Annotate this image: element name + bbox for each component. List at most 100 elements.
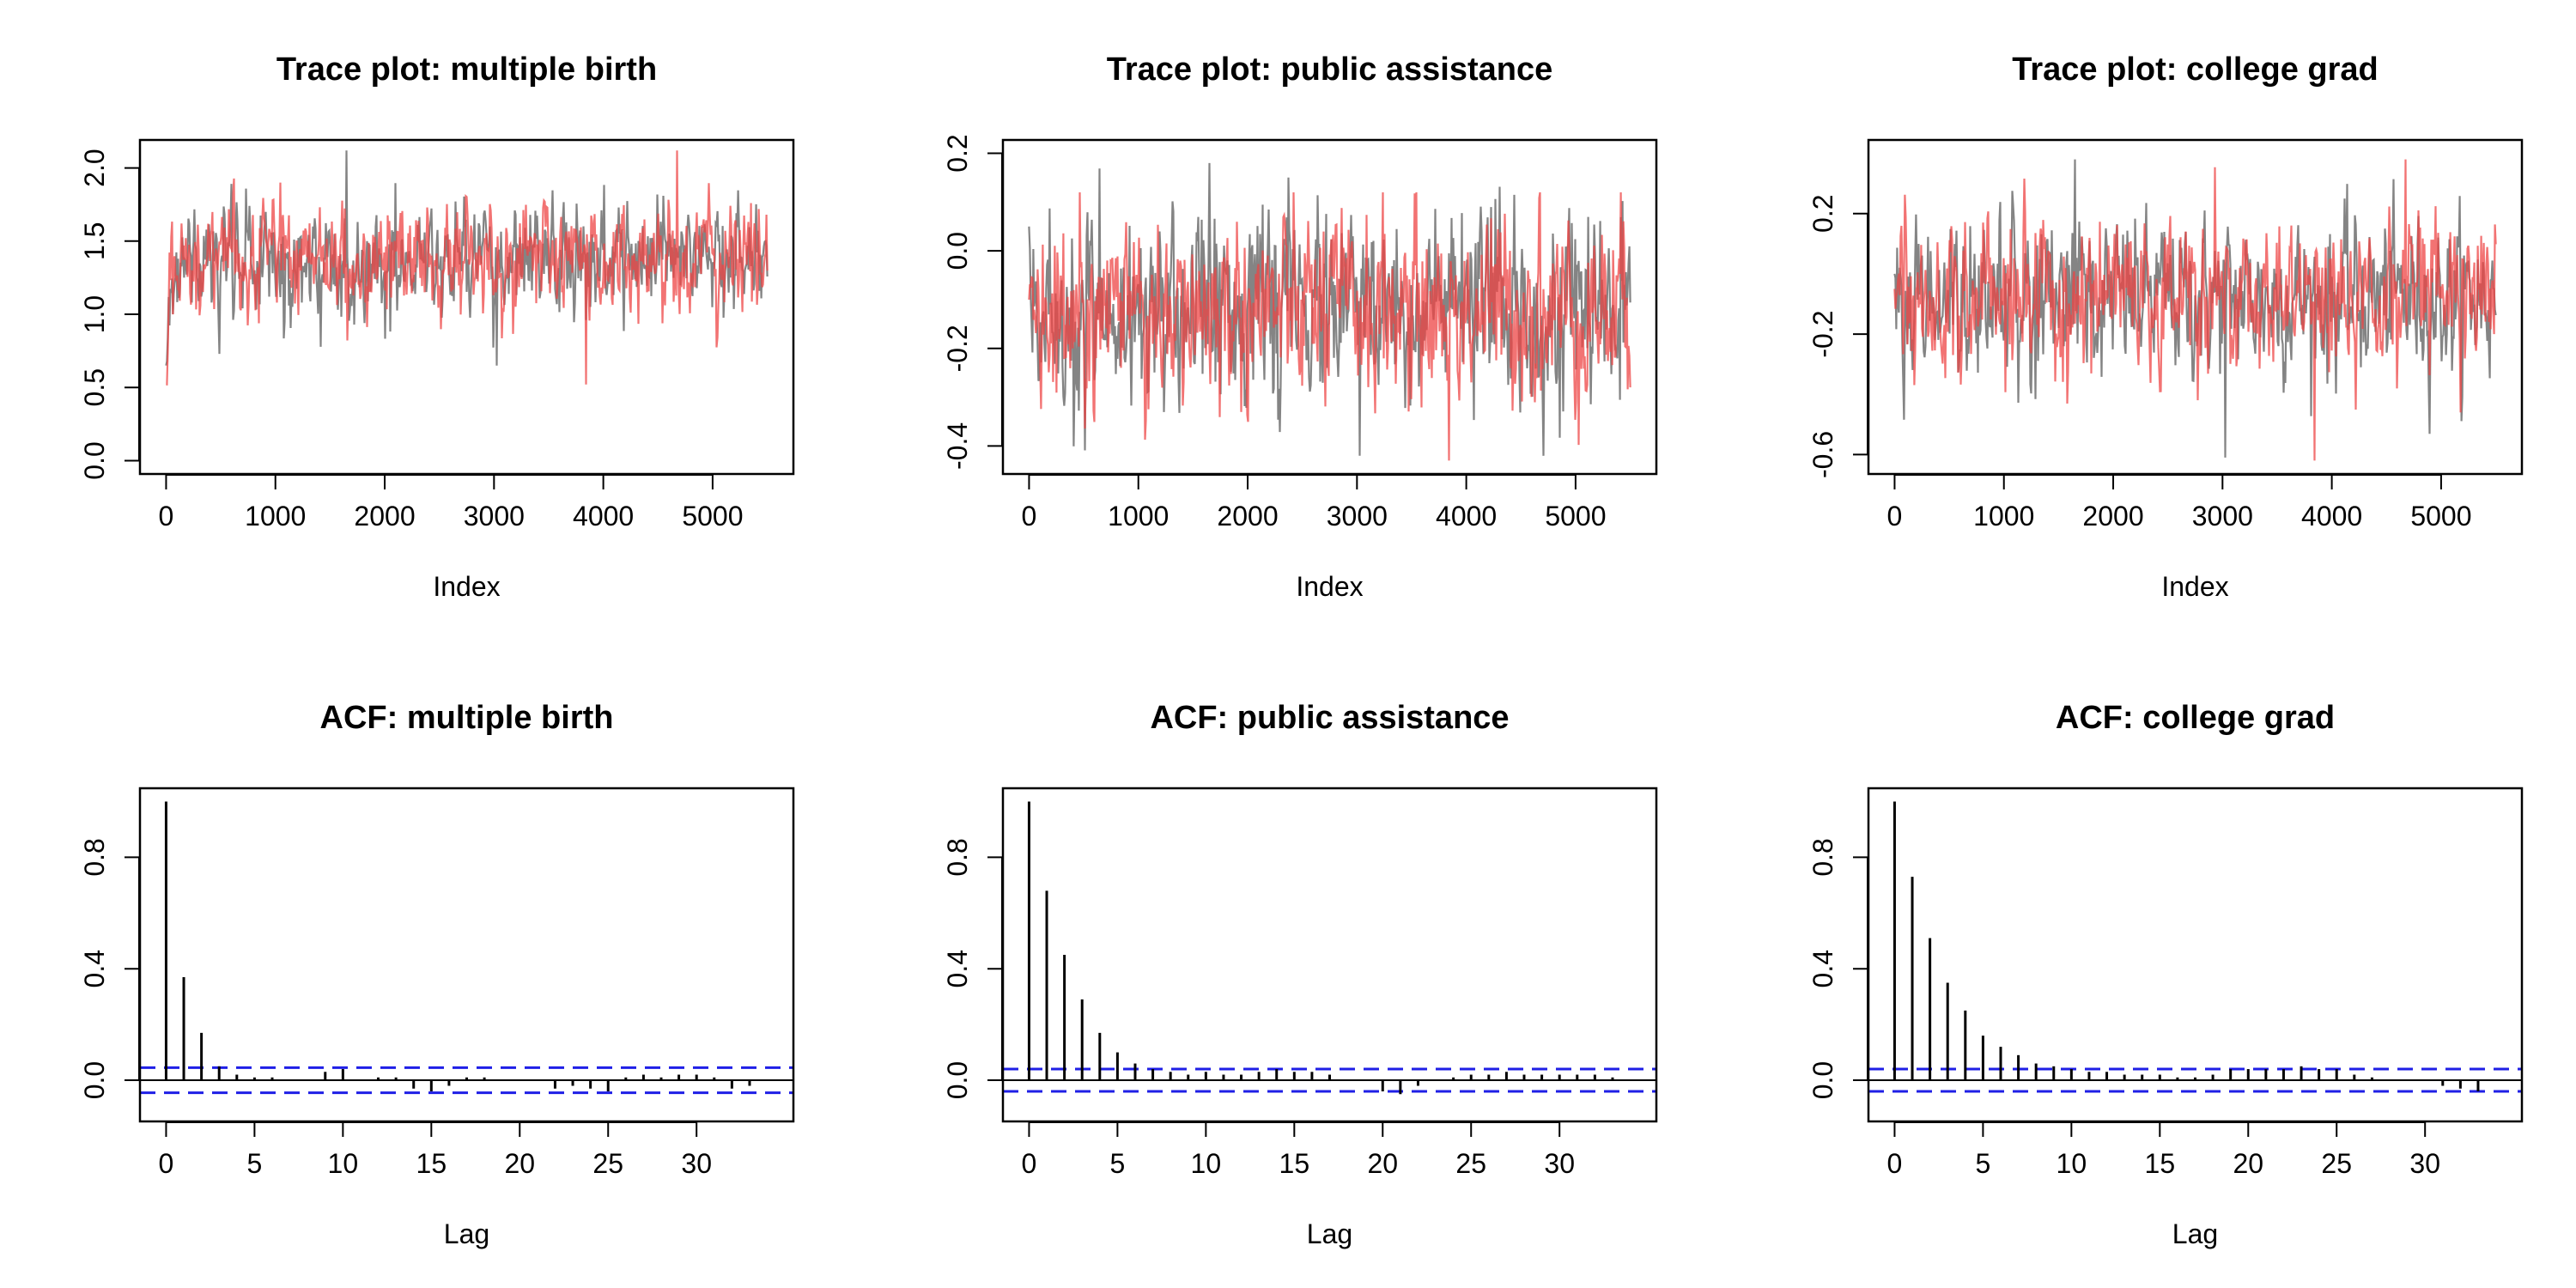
plot-frame xyxy=(138,787,795,1123)
x-tick-label: 20 xyxy=(504,1148,535,1179)
x-tick-label: 10 xyxy=(1191,1148,1222,1179)
x-tick-label: 0 xyxy=(159,501,174,532)
x-tick-label: 2000 xyxy=(354,501,415,532)
x-axis-label: Lag xyxy=(1307,1218,1352,1249)
y-tick-label: 0.4 xyxy=(1807,950,1838,987)
x-tick-label: 25 xyxy=(1455,1148,1486,1179)
panel-2: Trace plot: public assistance Index 0 1000 2… xyxy=(942,52,1658,602)
x-tick-label: 5000 xyxy=(2410,501,2471,532)
panel-title: ACF: multiple birth xyxy=(320,700,614,736)
plot-frame xyxy=(1867,138,2524,476)
x-tick-label: 5000 xyxy=(682,501,743,532)
panel-title: ACF: public assistance xyxy=(1150,700,1509,736)
panel-5: ACF: public assistance Lag 0 5 10 15 20 25 30 0.0… xyxy=(942,700,1658,1249)
plot-area xyxy=(1868,801,2522,1093)
y-tick-label: 0.0 xyxy=(942,1061,973,1099)
y-tick-label: 0.2 xyxy=(942,134,973,172)
y-axis: -0.4 -0.2 0.0 0.2 xyxy=(942,134,1003,470)
x-axis-label: Lag xyxy=(444,1218,489,1249)
x-axis-label: Index xyxy=(433,571,500,602)
y-axis: 0.0 0.4 0.8 xyxy=(1807,838,1868,1099)
y-axis: 0.0 0.4 0.8 xyxy=(79,838,140,1099)
x-tick-label: 0 xyxy=(1022,501,1037,532)
x-tick-label: 10 xyxy=(2057,1148,2087,1179)
y-tick-label: 0.4 xyxy=(79,950,110,987)
x-axis: 0 5 10 15 20 25 30 xyxy=(159,1121,712,1179)
x-tick-label: 3000 xyxy=(1327,501,1388,532)
x-tick-label: 5000 xyxy=(1545,501,1606,532)
x-tick-label: 4000 xyxy=(1436,501,1497,532)
x-tick-label: 4000 xyxy=(2301,501,2362,532)
y-tick-label: 0.0 xyxy=(1807,1061,1838,1099)
x-tick-label: 30 xyxy=(1544,1148,1575,1179)
x-tick-label: 5 xyxy=(247,1148,263,1179)
y-tick-label: 0.0 xyxy=(79,441,110,479)
y-tick-label: 0.5 xyxy=(79,368,110,406)
x-tick-label: 15 xyxy=(416,1148,447,1179)
x-axis-label: Lag xyxy=(2172,1218,2218,1249)
y-axis: -0.6 -0.2 0.2 xyxy=(1807,194,1868,478)
plot-area xyxy=(1003,801,1656,1095)
y-tick-label: 0.4 xyxy=(942,950,973,987)
y-tick-label: 0.0 xyxy=(79,1061,110,1099)
x-axis: 0 1000 2000 3000 4000 5000 xyxy=(159,474,744,532)
plot-area xyxy=(140,801,793,1095)
panel-title: Trace plot: multiple birth xyxy=(276,52,657,88)
trace-series xyxy=(1893,159,2497,461)
x-tick-label: 0 xyxy=(159,1148,174,1179)
x-tick-label: 25 xyxy=(592,1148,623,1179)
trace-series xyxy=(1028,191,1631,461)
x-tick-label: 1000 xyxy=(245,501,306,532)
plot-frame xyxy=(1001,787,1658,1123)
y-tick-label: 0.8 xyxy=(1807,838,1838,876)
plot-frame xyxy=(1867,787,2524,1123)
x-tick-label: 2000 xyxy=(1217,501,1278,532)
y-tick-label: 0.8 xyxy=(79,838,110,876)
x-axis: 0 1000 2000 3000 4000 5000 xyxy=(1887,474,2472,532)
y-tick-label: -0.2 xyxy=(1807,311,1838,358)
x-axis-label: Index xyxy=(1296,571,1363,602)
y-tick-label: -0.2 xyxy=(942,325,973,372)
x-axis-label: Index xyxy=(2161,571,2228,602)
plot-frame xyxy=(138,138,795,476)
x-tick-label: 0 xyxy=(1887,1148,1903,1179)
x-tick-label: 3000 xyxy=(464,501,525,532)
x-tick-label: 15 xyxy=(2145,1148,2176,1179)
trace-series xyxy=(166,150,769,386)
x-tick-label: 0 xyxy=(1887,501,1903,532)
plot-area xyxy=(165,150,769,386)
panel-1: Trace plot: multiple birth Index 0 1000 2000… xyxy=(79,52,795,602)
x-tick-label: 15 xyxy=(1279,1148,1310,1179)
y-tick-label: 1.0 xyxy=(79,295,110,333)
y-tick-label: -0.4 xyxy=(942,422,973,470)
panel-title: Trace plot: college grad xyxy=(2012,52,2379,88)
x-tick-label: 5 xyxy=(1110,1148,1126,1179)
x-tick-label: 2000 xyxy=(2082,501,2143,532)
x-tick-label: 10 xyxy=(328,1148,359,1179)
y-tick-label: 0.2 xyxy=(1807,194,1838,232)
y-axis: 0.0 0.4 0.8 xyxy=(942,838,1003,1099)
x-tick-label: 20 xyxy=(2233,1148,2263,1179)
x-axis: 0 1000 2000 3000 4000 5000 xyxy=(1022,474,1607,532)
y-tick-label: 2.0 xyxy=(79,149,110,186)
y-axis: 0.0 0.5 1.0 1.5 2.0 xyxy=(79,149,140,480)
panel-title: ACF: college grad xyxy=(2056,700,2335,736)
panel-3: Trace plot: college grad Index 0 1000 2000 30… xyxy=(1807,52,2524,602)
panel-4: ACF: multiple birth Lag 0 5 10 15 20 25 30 0.0 0.4… xyxy=(79,700,795,1249)
y-tick-label: 0.0 xyxy=(942,232,973,270)
plot-frame xyxy=(1001,138,1658,476)
plot-area xyxy=(1893,159,2497,461)
x-tick-label: 30 xyxy=(2409,1148,2440,1179)
x-tick-label: 5 xyxy=(1976,1148,1991,1179)
x-tick-label: 20 xyxy=(1367,1148,1398,1179)
x-axis: 0 5 10 15 20 25 30 xyxy=(1887,1121,2440,1179)
y-tick-label: -0.6 xyxy=(1807,431,1838,478)
y-tick-label: 0.8 xyxy=(942,838,973,876)
x-axis: 0 5 10 15 20 25 30 xyxy=(1022,1121,1575,1179)
panel-title: Trace plot: public assistance xyxy=(1107,52,1553,88)
x-tick-label: 1000 xyxy=(1108,501,1169,532)
x-tick-label: 25 xyxy=(2321,1148,2352,1179)
x-tick-label: 0 xyxy=(1022,1148,1037,1179)
